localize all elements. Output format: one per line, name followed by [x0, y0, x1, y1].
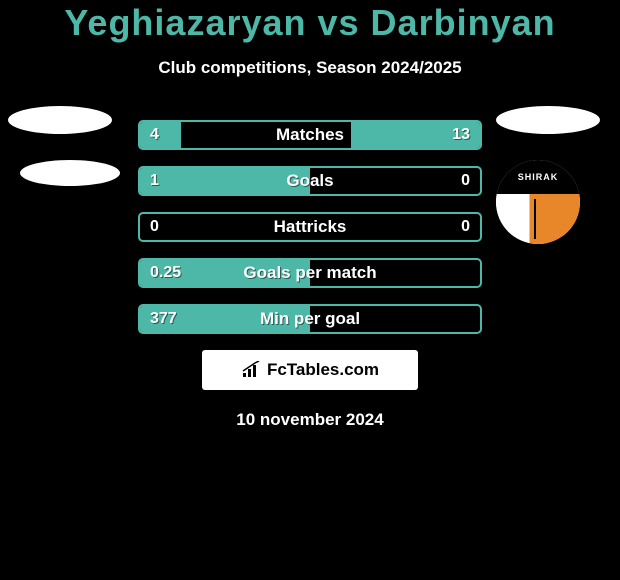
player-photo-right-1 — [496, 106, 600, 134]
stat-row-matches: 4 Matches 13 — [138, 120, 482, 150]
club-badge-right: SHIRAK — [496, 160, 580, 244]
club-name-label: SHIRAK — [496, 160, 580, 194]
stat-label: Goals per match — [140, 263, 480, 283]
player-photo-left-1 — [8, 106, 112, 134]
stats-area: SHIRAK 4 Matches 13 1 Goals 0 — [0, 120, 620, 430]
source-logo-text: FcTables.com — [267, 360, 379, 380]
infographic-container: Yeghiazaryan vs Darbinyan Club competiti… — [0, 0, 620, 430]
stat-row-goals: 1 Goals 0 — [138, 166, 482, 196]
source-logo-box: FcTables.com — [202, 350, 418, 390]
stat-label: Hattricks — [140, 217, 480, 237]
left-player-photos — [8, 106, 120, 212]
date-label: 10 november 2024 — [0, 410, 620, 430]
stat-label: Matches — [140, 125, 480, 145]
stat-bars: 4 Matches 13 1 Goals 0 0 Hattricks 0 — [138, 120, 482, 334]
stat-right-value: 0 — [461, 218, 470, 236]
subtitle: Club competitions, Season 2024/2025 — [0, 58, 620, 78]
player-photo-left-2 — [20, 160, 120, 186]
stat-row-hattricks: 0 Hattricks 0 — [138, 212, 482, 242]
page-title: Yeghiazaryan vs Darbinyan — [0, 0, 620, 44]
right-player-photos: SHIRAK — [496, 106, 600, 244]
stat-right-value: 13 — [452, 126, 470, 144]
club-badge-pattern — [496, 194, 580, 244]
stat-row-mpg: 377 Min per goal — [138, 304, 482, 334]
stat-row-gpm: 0.25 Goals per match — [138, 258, 482, 288]
stat-label: Goals — [140, 171, 480, 191]
stat-label: Min per goal — [140, 309, 480, 329]
chart-icon — [241, 361, 261, 379]
stat-right-value: 0 — [461, 172, 470, 190]
